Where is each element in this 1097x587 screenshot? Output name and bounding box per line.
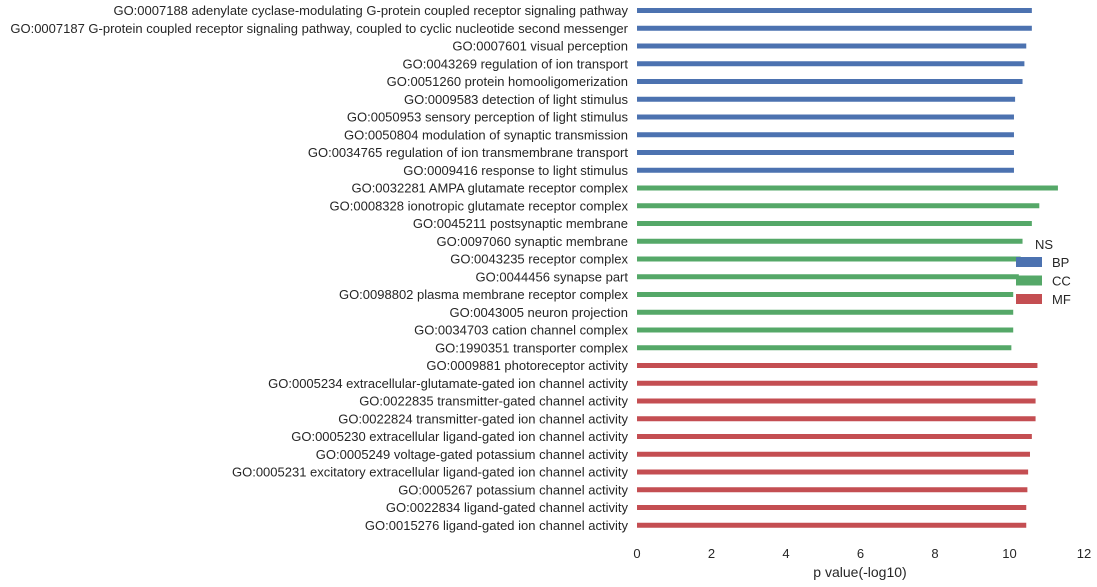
bar [637,345,1012,351]
legend-label-cc: CC [1052,274,1071,289]
category-label: GO:0034703 cation channel complex [414,323,628,338]
bar [637,327,1014,333]
category-label: GO:0043235 receptor complex [450,252,628,267]
bar [637,292,1014,297]
x-tick-label: 10 [1002,546,1016,561]
category-label: GO:0009416 response to light stimulus [403,163,628,178]
bar [637,167,1014,173]
category-labels: GO:0007188 adenylate cyclase-modulating … [10,3,628,533]
bar [637,451,1030,457]
bar [637,274,1019,280]
legend-swatch-bp [1016,257,1042,267]
bar [637,469,1029,475]
category-label: GO:0005230 extracellular ligand-gated io… [291,429,628,444]
bar [637,203,1040,209]
category-label: GO:0008328 ionotropic glutamate receptor… [330,198,629,213]
category-label: GO:0007187 G-protein coupled receptor si… [10,21,628,36]
legend-swatch-cc [1016,275,1042,286]
bar [637,185,1058,191]
bar [637,256,1021,262]
category-label: GO:0005267 potassium channel activity [398,482,628,497]
category-label: GO:1990351 transporter complex [435,340,628,355]
category-label: GO:0005231 excitatory extracellular liga… [232,465,629,480]
bar [637,96,1016,102]
legend-label-bp: BP [1052,255,1069,270]
bar [637,309,1014,315]
bar [637,8,1032,13]
x-tick-label: 12 [1077,546,1091,561]
bars [637,8,1058,528]
category-label: GO:0045211 postsynaptic membrane [413,216,628,231]
category-label: GO:0005249 voltage-gated potassium chann… [316,447,629,462]
category-label: GO:0050804 modulation of synaptic transm… [344,127,628,142]
category-label: GO:0051260 protein homooligomerization [387,74,628,89]
legend-label-mf: MF [1052,292,1071,307]
category-label: GO:0050953 sensory perception of light s… [347,110,629,125]
x-axis-label: p value(-log10) [813,564,906,580]
category-label: GO:0015276 ligand-gated ion channel acti… [365,518,629,533]
category-label: GO:0043005 neuron projection [449,305,628,320]
bar [637,114,1014,120]
legend-title: NS [1035,237,1053,252]
bar [637,416,1036,422]
x-tick-label: 4 [782,546,789,561]
category-label: GO:0007188 adenylate cyclase-modulating … [113,3,628,18]
legend: NS BP CC MF [1016,237,1071,307]
bar [637,79,1023,84]
category-label: GO:0097060 synaptic membrane [437,234,629,249]
bar [637,380,1038,386]
bar [637,363,1038,368]
bar [637,43,1027,49]
category-label: GO:0034765 regulation of ion transmembra… [308,145,629,160]
category-label: GO:0044456 synapse part [476,269,629,284]
legend-swatch-mf [1016,294,1042,304]
bar [637,25,1032,31]
x-tick-label: 0 [633,546,640,561]
x-tick-label: 6 [857,546,864,561]
bar [637,61,1025,67]
bar [637,238,1023,244]
bar [637,505,1027,510]
category-label: GO:0098802 plasma membrane receptor comp… [339,287,629,302]
x-axis: 0 2 4 6 8 10 12 [633,546,1091,561]
bar [637,132,1014,138]
category-label: GO:0022834 ligand-gated channel activity [386,500,629,515]
category-label: GO:0022824 transmitter-gated ion channel… [338,411,628,426]
category-label: GO:0022835 transmitter-gated channel act… [359,394,628,409]
bar [637,150,1014,155]
x-tick-label: 8 [931,546,938,561]
bar [637,434,1032,439]
category-label: GO:0043269 regulation of ion transport [403,56,629,71]
bar [637,487,1028,493]
category-label: GO:0005234 extracellular-glutamate-gated… [268,376,628,391]
category-label: GO:0007601 visual perception [452,39,628,54]
bar [637,221,1032,226]
bar [637,522,1027,528]
bar [637,398,1036,404]
category-label: GO:0032281 AMPA glutamate receptor compl… [351,181,628,196]
category-label: GO:0009583 detection of light stimulus [404,92,629,107]
x-tick-label: 2 [708,546,715,561]
category-label: GO:0009881 photoreceptor activity [426,358,628,373]
